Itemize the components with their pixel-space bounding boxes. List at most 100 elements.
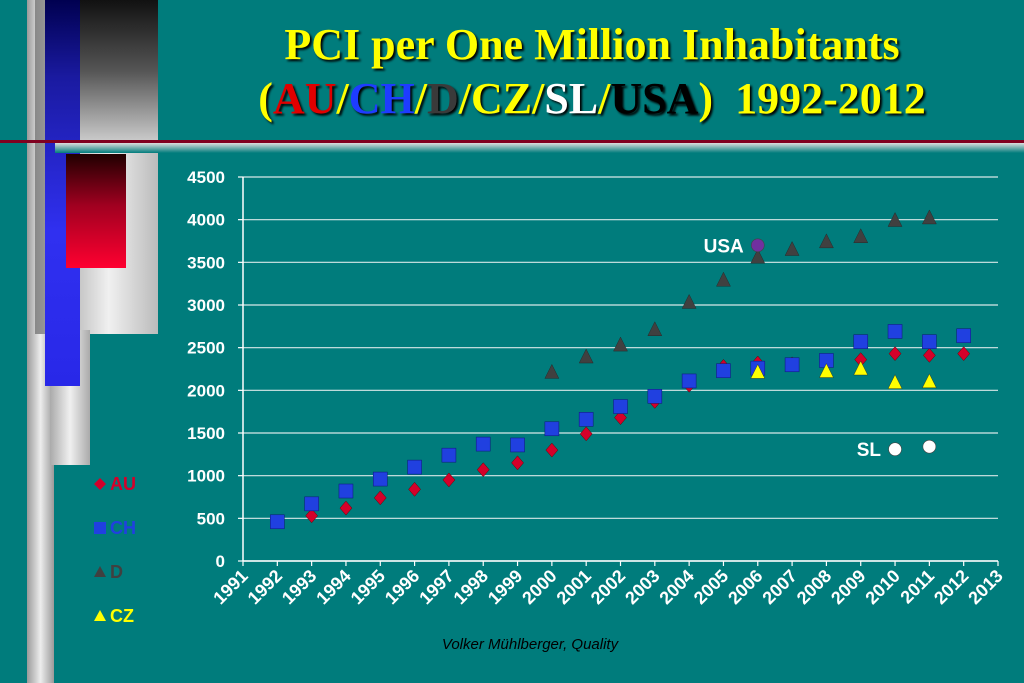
point-ch-2009 <box>853 334 869 349</box>
point-d-2004 <box>681 293 697 309</box>
y-tick-label-1000: 1000 <box>187 467 225 486</box>
point-sl-2011 <box>922 439 937 454</box>
legend-label-cz: CZ <box>110 605 134 626</box>
x-tick-label-2012: 2012 <box>930 566 972 608</box>
point-au-2010 <box>888 346 902 362</box>
x-tick-label-2008: 2008 <box>793 566 835 608</box>
y-tick-label-3500: 3500 <box>187 253 225 272</box>
x-tick-label-1993: 1993 <box>278 566 320 608</box>
chart-legend: AU CH D CZ <box>92 472 172 648</box>
x-tick-label-2000: 2000 <box>518 566 560 608</box>
title-line-1: PCI per One Million Inhabitants <box>284 20 900 69</box>
point-d-2011 <box>922 209 937 225</box>
title-part-1: / <box>336 74 349 123</box>
point-ch-1995 <box>372 471 388 487</box>
y-tick-label-2500: 2500 <box>187 339 225 358</box>
point-ch-2001 <box>578 412 594 427</box>
y-tick-label-0: 0 <box>216 552 225 571</box>
point-ch-1999 <box>510 437 525 453</box>
point-au-2002 <box>614 410 627 426</box>
x-tick-label-2007: 2007 <box>758 566 800 608</box>
point-d-2003 <box>647 321 663 336</box>
point-ch-2003 <box>647 389 663 404</box>
legend-label-ch: CH <box>110 517 136 538</box>
point-ch-2010 <box>887 324 903 339</box>
point-au-1998 <box>476 462 490 478</box>
x-tick-label-2009: 2009 <box>827 566 869 608</box>
x-tick-label-2005: 2005 <box>690 566 732 608</box>
x-tick-label-1999: 1999 <box>484 566 526 608</box>
title-part-6: SL <box>544 74 599 123</box>
point-d-2010 <box>887 212 903 227</box>
x-tick-label-1997: 1997 <box>415 566 457 608</box>
legend-label-au: AU <box>110 473 136 494</box>
point-au-2011 <box>923 347 936 363</box>
point-ch-2012 <box>956 328 971 344</box>
point-au-1996 <box>408 481 421 497</box>
point-cz-2006 <box>750 363 766 379</box>
x-tick-label-1998: 1998 <box>450 566 492 608</box>
point-ch-2000 <box>544 421 560 437</box>
title-years: 1992-2012 <box>735 74 926 123</box>
title-part-2: CH <box>348 74 415 123</box>
legend-item-d: D <box>92 560 172 584</box>
title-part-3: / <box>414 74 427 123</box>
y-tick-label-4500: 4500 <box>187 168 225 187</box>
point-au-1999 <box>511 455 524 471</box>
point-cz-2008 <box>819 363 834 378</box>
point-d-2001 <box>578 348 594 364</box>
x-tick-label-2006: 2006 <box>724 566 766 608</box>
square-marker-icon <box>92 520 108 536</box>
point-au-1994 <box>339 500 353 516</box>
title-line-2: (AU/CH/D/CZ/SL/USA) 1992-2012 <box>160 72 1024 126</box>
point-au-1995 <box>373 490 387 506</box>
legend-item-cz: CZ <box>92 604 172 628</box>
point-usa-2006 <box>750 238 765 253</box>
point-au-2001 <box>579 426 593 442</box>
title-part-7: / <box>598 74 611 123</box>
point-cz-2010 <box>887 374 903 389</box>
point-ch-2007 <box>784 357 800 373</box>
legend-item-au: AU <box>92 472 172 496</box>
point-sl-2010 <box>888 442 902 457</box>
legend-item-ch: CH <box>92 516 172 540</box>
title-part-8: USA <box>610 74 699 123</box>
triangle-marker-icon <box>92 608 108 624</box>
title-open-paren: ( <box>258 74 273 123</box>
point-ch-1993 <box>304 496 319 512</box>
y-tick-label-2000: 2000 <box>187 381 225 400</box>
y-tick-label-3000: 3000 <box>187 296 225 315</box>
decor-title-underline-shadow <box>55 143 1024 153</box>
point-ch-2004 <box>681 373 697 389</box>
title-part-5: /CZ/ <box>458 74 545 123</box>
x-tick-label-2002: 2002 <box>587 566 629 608</box>
title-country-list: AU/CH/D/CZ/SL/USA <box>273 74 698 123</box>
point-ch-2005 <box>716 363 731 379</box>
diamond-marker-icon <box>92 476 108 492</box>
point-d-2009 <box>853 228 869 243</box>
x-tick-label-2004: 2004 <box>656 566 698 608</box>
point-ch-2011 <box>922 334 937 349</box>
point-au-2000 <box>545 442 559 458</box>
title-part-4: D <box>426 74 459 123</box>
decor-red-block <box>66 154 126 268</box>
point-ch-1997 <box>441 447 457 463</box>
point-ch-1992 <box>270 514 285 530</box>
point-d-2007 <box>784 241 800 256</box>
point-cz-2011 <box>922 373 937 388</box>
point-ch-2002 <box>613 399 628 414</box>
x-tick-label-1994: 1994 <box>312 566 354 608</box>
x-tick-label-2013: 2013 <box>964 566 1006 608</box>
decor-title-underline <box>0 140 1024 143</box>
point-au-2012 <box>957 346 971 362</box>
point-ch-1996 <box>407 459 422 475</box>
decor-dark-gradient-block <box>80 0 158 142</box>
annotation-usa: USA <box>704 236 744 257</box>
x-tick-label-1991: 1991 <box>209 566 251 608</box>
legend-label-d: D <box>110 561 123 582</box>
point-d-2000 <box>544 363 560 379</box>
point-d-2005 <box>716 271 731 287</box>
point-ch-1998 <box>475 436 491 452</box>
y-tick-label-4000: 4000 <box>187 211 225 230</box>
